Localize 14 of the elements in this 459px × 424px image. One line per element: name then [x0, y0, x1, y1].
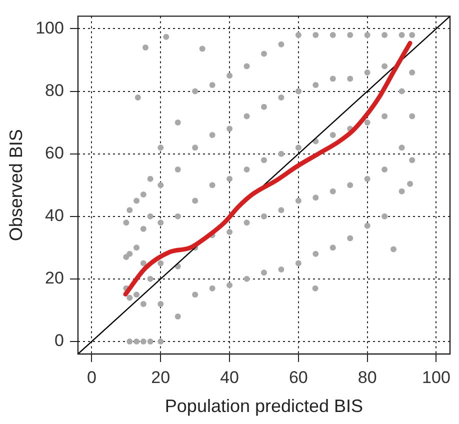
x-tick-label: 80: [358, 368, 377, 387]
x-tick-label: 0: [87, 368, 96, 387]
x-axis-title: Population predicted BIS: [164, 396, 364, 416]
y-tick-label: 20: [45, 268, 64, 288]
y-tick-label: 100: [36, 18, 64, 38]
x-tick-label: 100: [422, 368, 450, 387]
x-tick-label: 40: [220, 368, 239, 387]
y-tick-label: 80: [45, 80, 64, 100]
x-tick-label: 60: [288, 368, 308, 387]
y-axis-title: Observed BIS: [6, 129, 26, 242]
y-tick-label: 40: [45, 206, 64, 226]
x-tick-label: 20: [151, 368, 170, 387]
y-tick-label: 0: [54, 331, 64, 350]
y-tick-label: 60: [45, 144, 64, 163]
